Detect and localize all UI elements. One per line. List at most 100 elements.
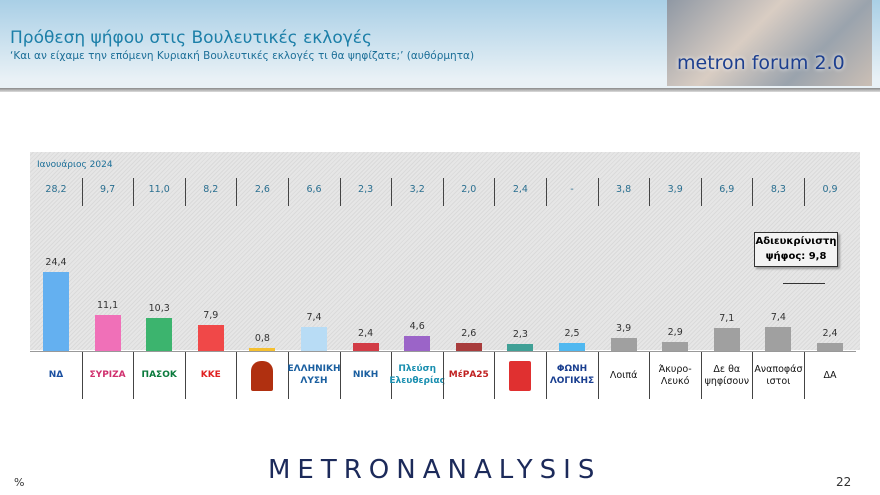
comparison-value: 2,0: [461, 184, 477, 195]
column-separator: [700, 178, 702, 206]
bar: [301, 326, 327, 351]
column-separator: [81, 351, 83, 399]
party-logo: Πλεύση Ελευθερίας: [389, 364, 445, 386]
value-label: 7,4: [306, 311, 322, 323]
category-label: Άκυρο- Λευκό: [658, 363, 692, 387]
party-logo: ΠΑΣΟΚ: [141, 370, 177, 381]
category-label: Αναποφάσ ιστοι: [754, 363, 803, 387]
category-label: Δε θα ψηφίσουν: [704, 363, 749, 387]
value-label: 10,3: [148, 302, 170, 314]
column-separator: [339, 351, 341, 399]
value-label: 7,1: [719, 312, 735, 324]
comparison-value: 6,6: [306, 184, 322, 195]
column-separator: [391, 351, 393, 399]
category-label: Λοιπά: [609, 369, 638, 381]
bar: [765, 326, 792, 351]
party-logo: ΦΩΝΗ ΛΟΓΙΚΗΣ: [549, 364, 595, 386]
comparison-value: 8,3: [770, 184, 786, 195]
column-separator: [339, 178, 341, 206]
bar: [662, 341, 689, 351]
bar: [352, 343, 379, 351]
column-separator: [804, 351, 805, 399]
column-separator: [81, 178, 83, 206]
column-separator: [236, 351, 238, 399]
annotation-line: [783, 283, 825, 284]
comparison-value: 28,2: [45, 184, 67, 195]
comparison-value: -: [570, 184, 574, 195]
value-label: 7,9: [203, 310, 219, 322]
party-logo-graphic: [509, 361, 532, 391]
page-title: Πρόθεση ψήφου στις Βουλευτικές εκλογές: [10, 28, 372, 48]
bar: [197, 325, 224, 351]
comparison-value: 2,3: [358, 184, 374, 195]
party-logo-graphic: [251, 361, 274, 391]
bar: [713, 327, 740, 351]
comparison-value: 3,8: [616, 184, 632, 195]
value-label: 2,9: [667, 326, 683, 338]
page-number: 22: [836, 475, 852, 489]
column-separator: [442, 178, 444, 206]
party-logo: ΜέΡΑ25: [448, 370, 489, 381]
party-logo: ΕΛΛΗΝΙΚΗ ΛΥΣΗ: [287, 364, 341, 386]
header-divider: [0, 88, 880, 92]
column-separator: [494, 351, 496, 399]
column-separator: [442, 351, 444, 399]
party-logo: [236, 356, 288, 396]
value-label: 2,4: [822, 328, 838, 340]
column-separator: [184, 351, 186, 399]
value-label: 2,4: [358, 328, 374, 340]
metron-analysis-logo: METRONANALYSIS: [268, 455, 602, 485]
bar: [404, 336, 431, 351]
bar: [249, 348, 276, 351]
category-label: ΔΑ: [823, 369, 837, 381]
party-logo: ΝΙΚΗ: [352, 370, 379, 381]
column-separator: [752, 178, 754, 206]
unit-label: %: [14, 476, 25, 489]
bar: [507, 343, 534, 351]
comparison-value: 3,2: [409, 184, 425, 195]
column-separator: [597, 178, 599, 206]
value-label: 4,6: [409, 321, 425, 333]
annotation-box: Αδιευκρίνιστη ψήφος: 9,8: [754, 232, 838, 267]
column-separator: [494, 178, 496, 206]
party-logo: ΝΔ: [48, 370, 64, 381]
party-logo: ΚΚΕ: [200, 370, 221, 381]
column-separator: [288, 178, 289, 206]
comparison-value: 0,9: [822, 184, 838, 195]
chart-plot-area: [30, 152, 860, 350]
value-label: 2,3: [512, 328, 528, 340]
value-label: 3,9: [616, 323, 632, 335]
column-separator: [133, 351, 135, 399]
column-separator: [546, 178, 547, 206]
forum-logo-text: metron forum 2.0: [677, 52, 845, 74]
column-separator: [700, 351, 702, 399]
column-separator: [649, 351, 651, 399]
value-label: 0,8: [254, 333, 270, 345]
bar: [817, 343, 843, 351]
page-subtitle: ‘Και αν είχαμε την επόμενη Κυριακή Βουλε…: [10, 50, 475, 62]
value-label: 2,5: [564, 327, 580, 339]
value-label: 7,4: [770, 311, 786, 323]
comparison-value: 2,4: [512, 184, 528, 195]
bar: [559, 342, 585, 351]
axis-baseline: [30, 351, 856, 352]
metron-forum-logo: metron forum 2.0: [667, 0, 872, 86]
column-separator: [597, 351, 599, 399]
bar: [610, 338, 637, 351]
party-logo: ΣΥΡΙΖΑ: [89, 370, 126, 381]
column-separator: [288, 351, 289, 399]
column-separator: [133, 178, 135, 206]
value-label: 2,6: [461, 327, 477, 339]
column-separator: [752, 351, 754, 399]
comparison-value: 8,2: [203, 184, 219, 195]
comparison-value: 11,0: [148, 184, 170, 195]
value-label: 11,1: [97, 299, 119, 311]
bar: [43, 271, 69, 351]
value-label: 24,4: [45, 256, 67, 268]
bar: [455, 342, 482, 351]
bar: [146, 317, 173, 351]
column-separator: [391, 178, 393, 206]
party-logo: [494, 356, 546, 396]
column-separator: [236, 178, 238, 206]
comparison-value: 6,9: [719, 184, 735, 195]
